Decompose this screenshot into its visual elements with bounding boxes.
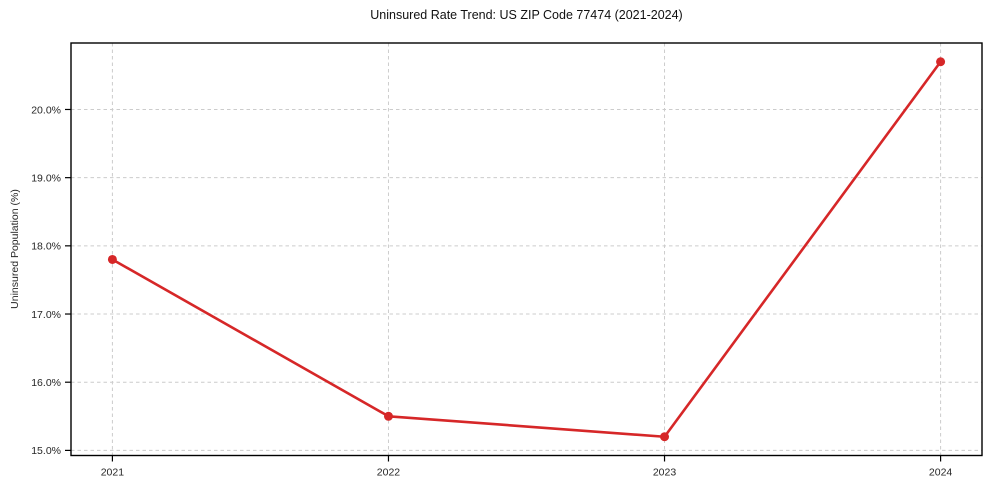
y-tick-label: 20.0%: [31, 104, 61, 116]
data-point-2024: [936, 57, 946, 67]
y-axis-title: Uninsured Population (%): [9, 189, 21, 309]
y-tick-label: 16.0%: [31, 377, 61, 389]
data-point-2022: [383, 411, 393, 421]
plot-border: [70, 42, 983, 457]
trend-line: [111, 60, 942, 439]
y-tick-label: 17.0%: [31, 309, 61, 321]
chart-title: Uninsured Rate Trend: US ZIP Code 77474 …: [370, 8, 683, 22]
y-tick-label: 18.0%: [31, 241, 61, 253]
y-tick-label: 19.0%: [31, 172, 61, 184]
data-point-2021: [107, 254, 117, 264]
x-tick-label: 2023: [653, 467, 677, 479]
x-tick-label: 2022: [377, 467, 401, 479]
data-point-2023: [660, 432, 670, 442]
x-tick-label: 2024: [929, 467, 953, 479]
y-tick-label: 15.0%: [31, 445, 61, 457]
x-tick-label: 2021: [101, 467, 125, 479]
